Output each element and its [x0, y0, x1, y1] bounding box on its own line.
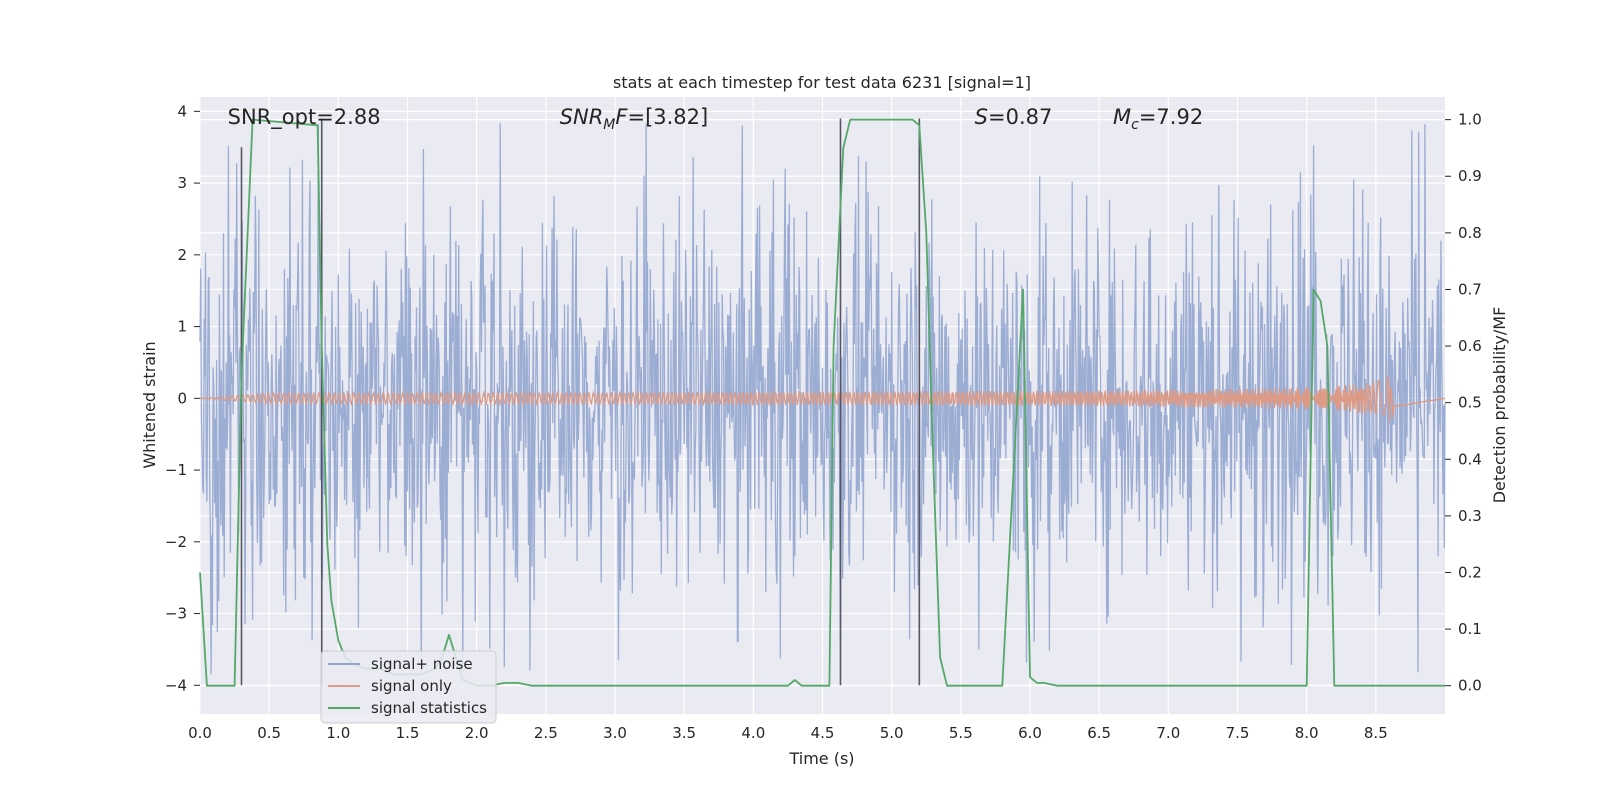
annotations: SNR_opt=2.88 SNRMF=[3.82] S=0.87 Mc=7.92 [228, 105, 1204, 133]
annotation-text: S=0.87 [975, 105, 1053, 129]
x-tick-label: 1.5 [396, 724, 420, 742]
plot-data [199, 118, 1446, 687]
x-tick-label: 6.0 [1018, 724, 1042, 742]
y2-axis-title: Detection probability/MF [1490, 307, 1509, 504]
y2-tick-label: 0.1 [1458, 620, 1482, 638]
x-tick-label: 5.0 [880, 724, 904, 742]
y-tick-label: 3 [177, 174, 187, 192]
x-tick-label: 5.5 [949, 724, 973, 742]
legend-box [320, 650, 497, 724]
x-tick-label: 7.5 [1226, 724, 1250, 742]
x-tick-label: 7.0 [1156, 724, 1180, 742]
signal-only-line [200, 375, 1446, 423]
annotation-subscript: M [603, 117, 615, 133]
y2-tick-label: 0.6 [1458, 337, 1482, 355]
annotation-italic: SNR [560, 105, 604, 129]
y-tick-label: 0 [177, 389, 187, 407]
y-tick-label: −1 [165, 461, 187, 479]
y2-tick-label: 0.4 [1458, 450, 1482, 468]
y2-tick-label: 0.9 [1458, 167, 1482, 185]
x-tick-label: 6.5 [1087, 724, 1111, 742]
x-tick-label: 2.5 [534, 724, 558, 742]
legend: signal+ noise signal only signal statist… [320, 650, 497, 724]
x-axis-title: Time (s) [788, 749, 854, 768]
y-tick-label: 1 [177, 318, 187, 336]
y-tick-label: −4 [165, 676, 187, 694]
y2-tick-label: 0.7 [1458, 280, 1482, 298]
annotation-italic: M [1113, 105, 1131, 129]
x-tick-label: 3.0 [603, 724, 627, 742]
legend-label-signal-only: signal only [371, 677, 452, 695]
annotation-rest: =0.87 [988, 105, 1052, 129]
axes: 0.0 0.5 1.0 1.5 2.0 2.5 3.0 3.5 4.0 4.5 5.0 5.5 6.0 6… [165, 102, 1482, 742]
annotation-subscript: c [1131, 117, 1139, 133]
signal-noise-line [199, 123, 1446, 675]
x-tick-label: 8.5 [1364, 724, 1388, 742]
annotation-italic-2: F [615, 105, 628, 129]
y2-tick-label: 0.2 [1458, 563, 1482, 581]
y2-tick-label: 0.8 [1458, 224, 1482, 242]
annotation-italic: S [975, 105, 988, 129]
y-tick-label: 4 [177, 102, 187, 120]
legend-label-signal-noise: signal+ noise [371, 655, 473, 673]
signal-statistics-line [199, 118, 1445, 687]
x-tick-label: 0.0 [188, 724, 212, 742]
annotation-text: Mc=7.92 [1113, 105, 1203, 133]
x-tick-label: 4.0 [741, 724, 765, 742]
annotation-text: SNRMF=[3.82] [560, 105, 709, 133]
y-tick-label: −2 [165, 533, 187, 551]
x-tick-label: 4.5 [811, 724, 835, 742]
y-tick-label: 2 [177, 246, 187, 264]
y2-tick-label: 1.0 [1458, 111, 1482, 129]
x-tick-label: 8.0 [1295, 724, 1319, 742]
x-tick-label: 0.5 [257, 724, 281, 742]
chart-title: stats at each timestep for test data 623… [613, 73, 1031, 92]
y-axis-title: Whitened strain [140, 341, 159, 468]
annotation-rest: =[3.82] [627, 105, 708, 129]
annotation-rest: =7.92 [1139, 105, 1203, 129]
x-tick-label: 2.0 [465, 724, 489, 742]
y2-tick-label: 0.5 [1458, 394, 1482, 412]
legend-label-signal-statistics: signal statistics [371, 699, 487, 717]
y2-tick-label: 0.3 [1458, 507, 1482, 525]
y2-tick-label: 0.0 [1458, 677, 1482, 695]
annotation-text: SNR_opt=2.88 [228, 105, 381, 130]
y-tick-label: −3 [165, 605, 187, 623]
x-tick-label: 1.0 [326, 724, 350, 742]
x-tick-label: 3.5 [672, 724, 696, 742]
